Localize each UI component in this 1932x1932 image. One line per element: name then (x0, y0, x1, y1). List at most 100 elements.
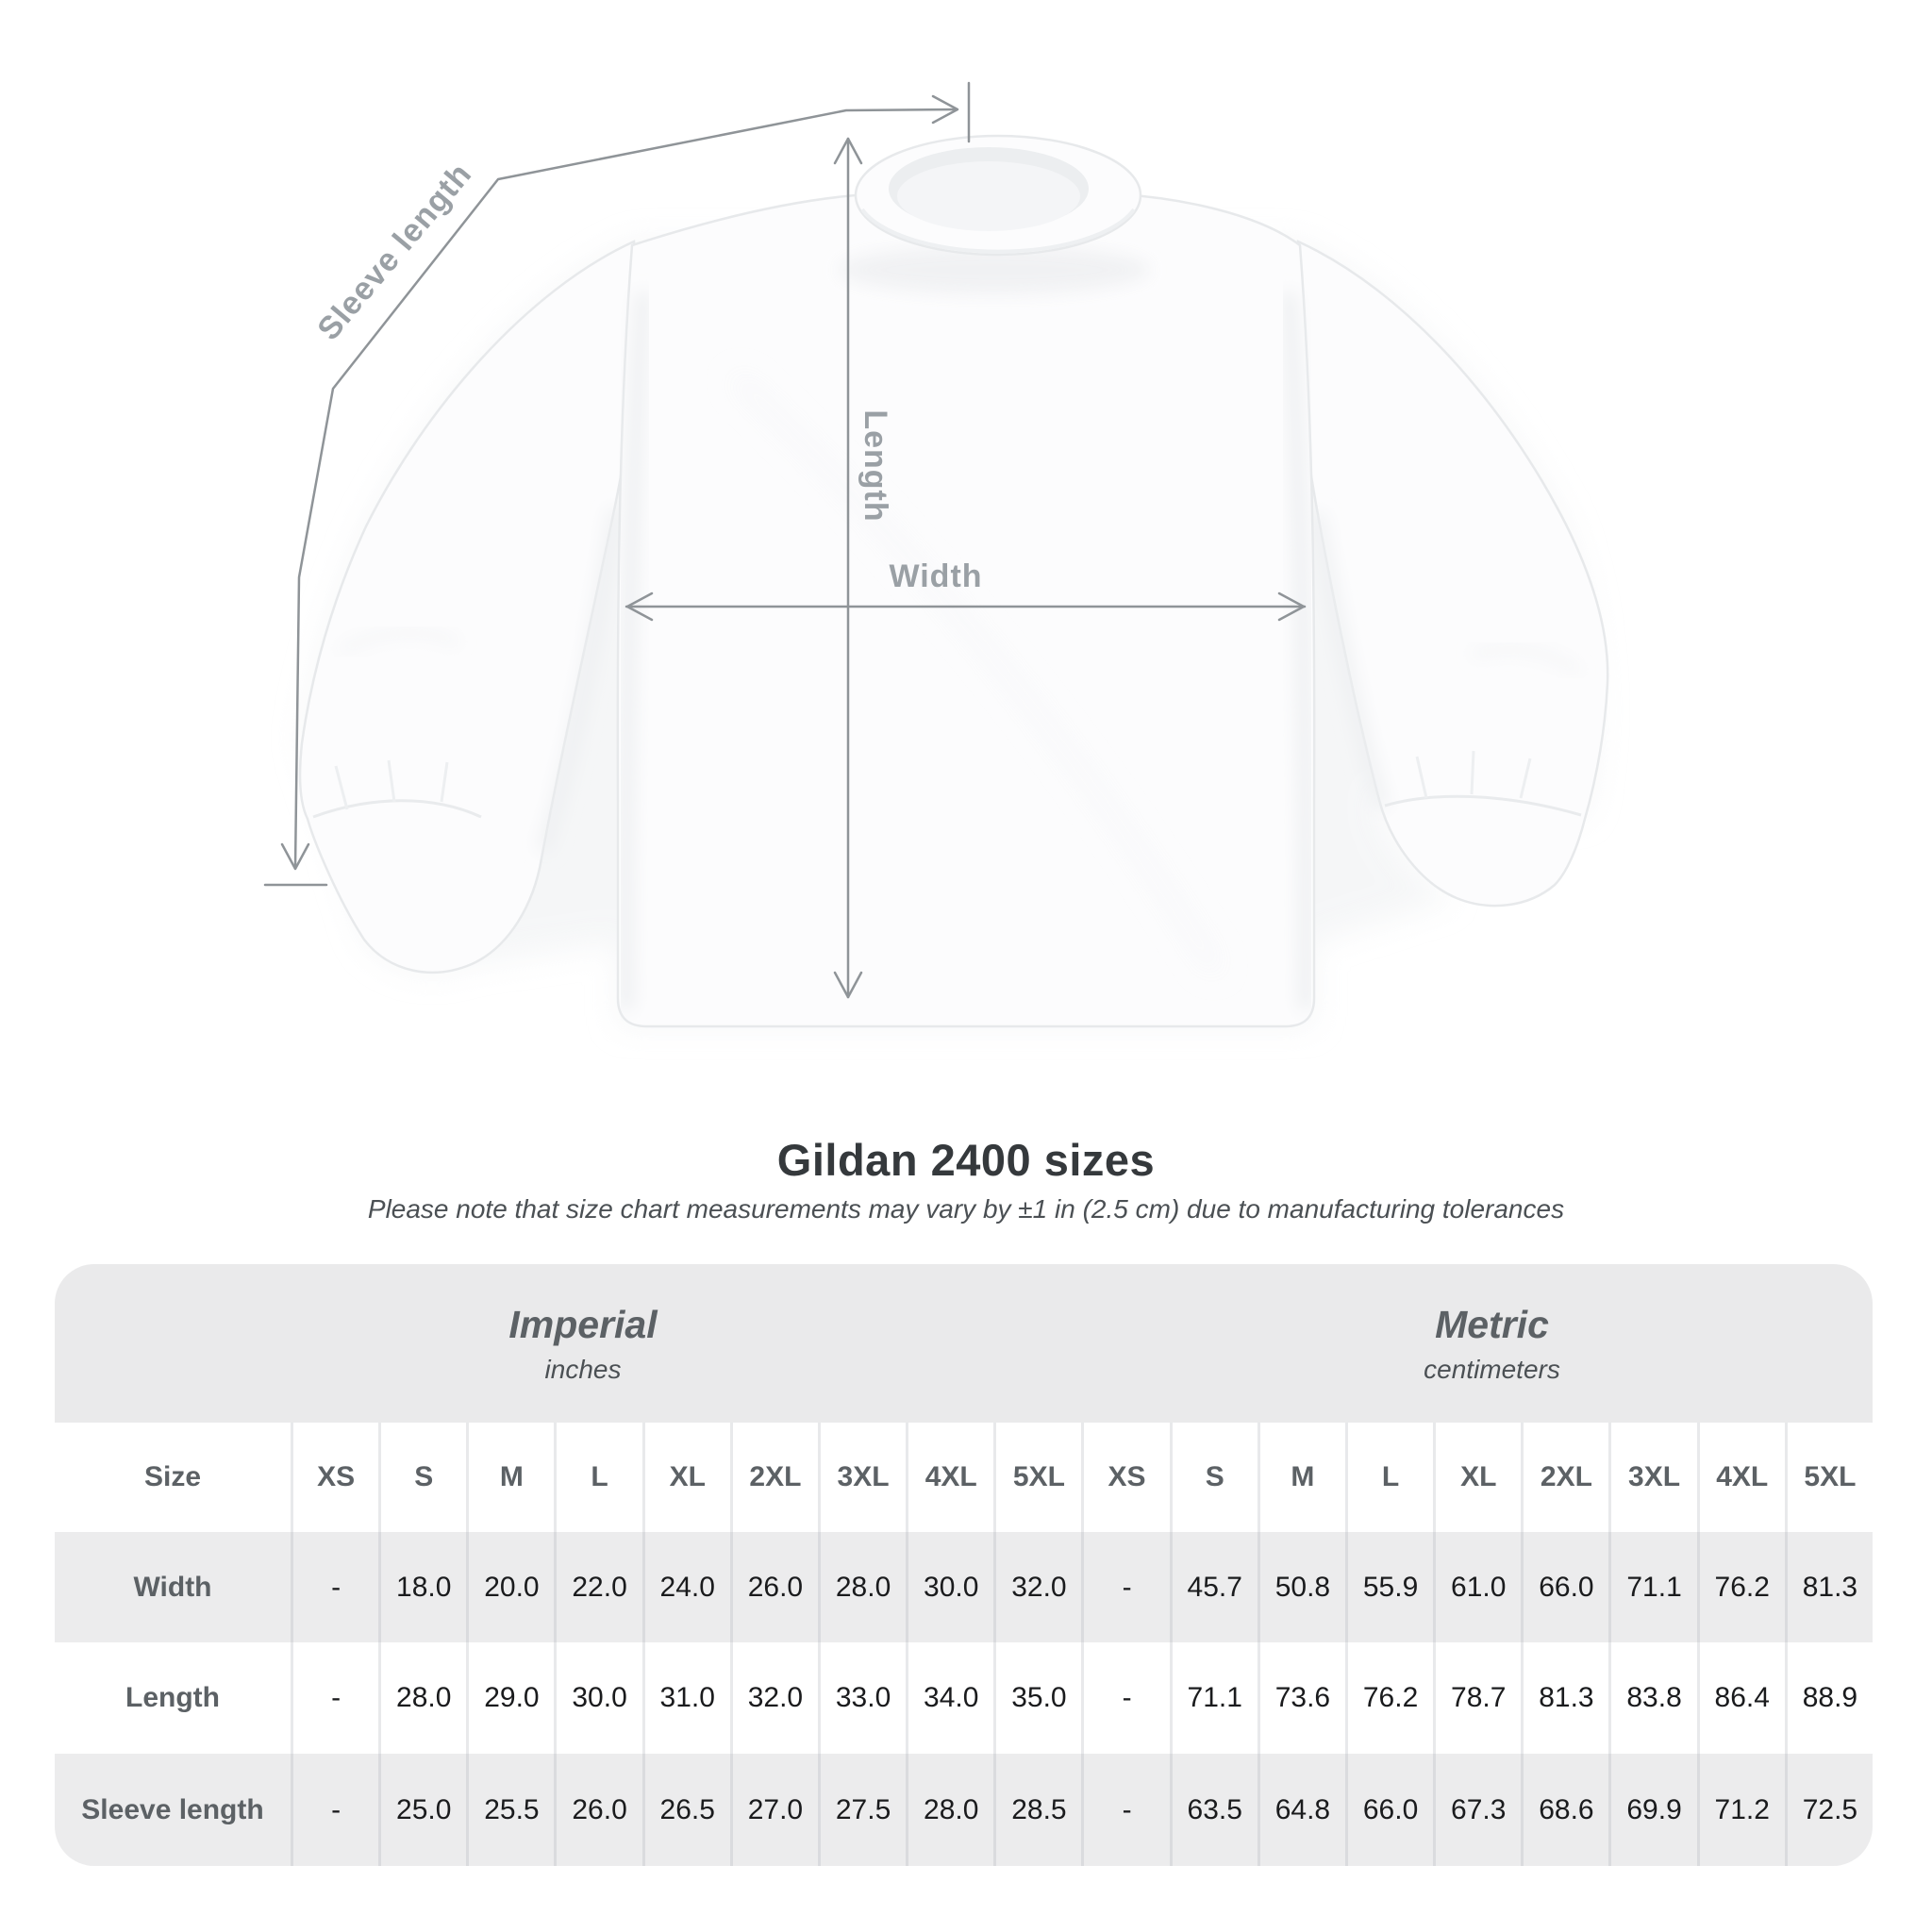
value-cell-imperial: 25.5 (466, 1754, 555, 1866)
size-table: Imperial inches Metric centimeters Size X… (55, 1264, 1873, 1866)
row-label: Sleeve length (55, 1754, 291, 1866)
value-cell-metric: - (1081, 1754, 1170, 1866)
value-cell-metric: 76.2 (1344, 1642, 1434, 1754)
size-grid: Size XS S M L XL 2XL 3XL 4XL 5XL XS S M L XL 2XL 3XL 4XL 5… (55, 1423, 1873, 1866)
size-col-header-imperial: XL (641, 1423, 730, 1532)
tolerance-note: Please note that size chart measurements… (367, 1194, 1565, 1224)
value-cell-imperial: 25.0 (378, 1754, 467, 1866)
metric-group-title: Metric (1435, 1302, 1549, 1346)
page-title: Gildan 2400 sizes (776, 1135, 1156, 1185)
value-cell-imperial: 27.0 (729, 1754, 818, 1866)
length-arrow (833, 137, 863, 999)
value-cell-imperial: 34.0 (906, 1642, 994, 1754)
value-cell-imperial: 28.5 (993, 1754, 1082, 1866)
value-cell-imperial: 18.0 (378, 1532, 467, 1642)
value-cell-imperial: - (291, 1532, 379, 1642)
size-col-header-metric: 5XL (1784, 1423, 1873, 1532)
value-cell-metric: 61.0 (1433, 1532, 1522, 1642)
value-cell-imperial: 32.0 (729, 1642, 818, 1754)
row-label: Width (55, 1532, 291, 1642)
value-cell-imperial: 20.0 (466, 1532, 555, 1642)
unit-group-band: Imperial inches Metric centimeters (55, 1264, 1873, 1423)
value-cell-metric: 50.8 (1257, 1532, 1345, 1642)
imperial-group-unit: inches (544, 1354, 622, 1384)
shirt-right-sleeve (1292, 240, 1609, 908)
size-col-header-metric: XS (1081, 1423, 1170, 1532)
size-col-header-imperial: 4XL (906, 1423, 994, 1532)
length-label: Length (858, 409, 893, 522)
value-cell-metric: 66.0 (1521, 1532, 1609, 1642)
size-col-header-metric: L (1344, 1423, 1434, 1532)
value-cell-imperial: 30.0 (554, 1642, 642, 1754)
value-cell-imperial: 29.0 (466, 1642, 555, 1754)
value-cell-imperial: 22.0 (554, 1532, 642, 1642)
value-cell-imperial: 28.0 (817, 1532, 907, 1642)
size-col-header-imperial: 2XL (729, 1423, 818, 1532)
value-cell-metric: 71.1 (1608, 1532, 1697, 1642)
value-cell-metric: 81.3 (1784, 1532, 1873, 1642)
shirt-body (616, 192, 1316, 1028)
value-cell-metric: 45.7 (1169, 1532, 1257, 1642)
measurement-lines (263, 81, 1307, 999)
imperial-group: Imperial inches (55, 1264, 1111, 1423)
width-arrow (625, 591, 1307, 622)
size-header: Size (55, 1423, 291, 1532)
shirt-measurement-diagram: Sleeve length Length Width (263, 81, 1609, 1028)
value-cell-metric: 76.2 (1696, 1532, 1785, 1642)
value-cell-metric: 72.5 (1784, 1754, 1873, 1866)
value-cell-metric: - (1081, 1642, 1170, 1754)
size-col-header-imperial: 5XL (993, 1423, 1082, 1532)
value-cell-metric: 86.4 (1696, 1642, 1785, 1754)
value-cell-metric: 78.7 (1433, 1642, 1522, 1754)
value-cell-metric: 63.5 (1169, 1754, 1257, 1866)
value-cell-imperial: 35.0 (993, 1642, 1082, 1754)
size-col-header-metric: 2XL (1521, 1423, 1609, 1532)
value-cell-metric: 88.9 (1784, 1642, 1873, 1754)
size-col-header-imperial: M (466, 1423, 555, 1532)
value-cell-imperial: 28.0 (906, 1754, 994, 1866)
value-cell-imperial: 24.0 (641, 1532, 730, 1642)
value-cell-metric: 71.1 (1169, 1642, 1257, 1754)
value-cell-imperial: - (291, 1754, 379, 1866)
value-cell-imperial: 26.5 (641, 1754, 730, 1866)
value-cell-metric: 64.8 (1257, 1754, 1345, 1866)
metric-group: Metric centimeters (1111, 1264, 1873, 1423)
sleeve-length-label: Sleeve length (310, 157, 478, 347)
size-col-header-imperial: 3XL (817, 1423, 907, 1532)
size-col-header-metric: 3XL (1608, 1423, 1697, 1532)
size-col-header-metric: S (1169, 1423, 1257, 1532)
value-cell-imperial: 28.0 (378, 1642, 467, 1754)
imperial-group-title: Imperial (508, 1302, 658, 1346)
value-cell-metric: 68.6 (1521, 1754, 1609, 1866)
size-col-header-imperial: XS (291, 1423, 379, 1532)
value-cell-imperial: 31.0 (641, 1642, 730, 1754)
value-cell-metric: 71.2 (1696, 1754, 1785, 1866)
value-cell-imperial: 30.0 (906, 1532, 994, 1642)
value-cell-imperial: - (291, 1642, 379, 1754)
value-cell-metric: 83.8 (1608, 1642, 1697, 1754)
value-cell-imperial: 27.5 (817, 1754, 907, 1866)
value-cell-metric: 81.3 (1521, 1642, 1609, 1754)
size-col-header-metric: 4XL (1696, 1423, 1785, 1532)
size-col-header-metric: XL (1433, 1423, 1522, 1532)
size-col-header-metric: M (1257, 1423, 1345, 1532)
row-label: Length (55, 1642, 291, 1754)
value-cell-imperial: 26.0 (729, 1532, 818, 1642)
value-cell-metric: 66.0 (1344, 1754, 1434, 1866)
shirt-collar (854, 134, 1142, 257)
value-cell-metric: 55.9 (1344, 1532, 1434, 1642)
sleeve-length-arrow (263, 81, 971, 887)
value-cell-imperial: 32.0 (993, 1532, 1082, 1642)
value-cell-metric: 73.6 (1257, 1642, 1345, 1754)
shirt-left-sleeve (298, 240, 640, 974)
value-cell-metric: - (1081, 1532, 1170, 1642)
value-cell-metric: 67.3 (1433, 1754, 1522, 1866)
value-cell-metric: 69.9 (1608, 1754, 1697, 1866)
value-cell-imperial: 26.0 (554, 1754, 642, 1866)
metric-group-unit: centimeters (1424, 1354, 1560, 1384)
value-cell-imperial: 33.0 (817, 1642, 907, 1754)
size-col-header-imperial: S (378, 1423, 467, 1532)
width-label: Width (889, 558, 982, 594)
size-col-header-imperial: L (554, 1423, 642, 1532)
